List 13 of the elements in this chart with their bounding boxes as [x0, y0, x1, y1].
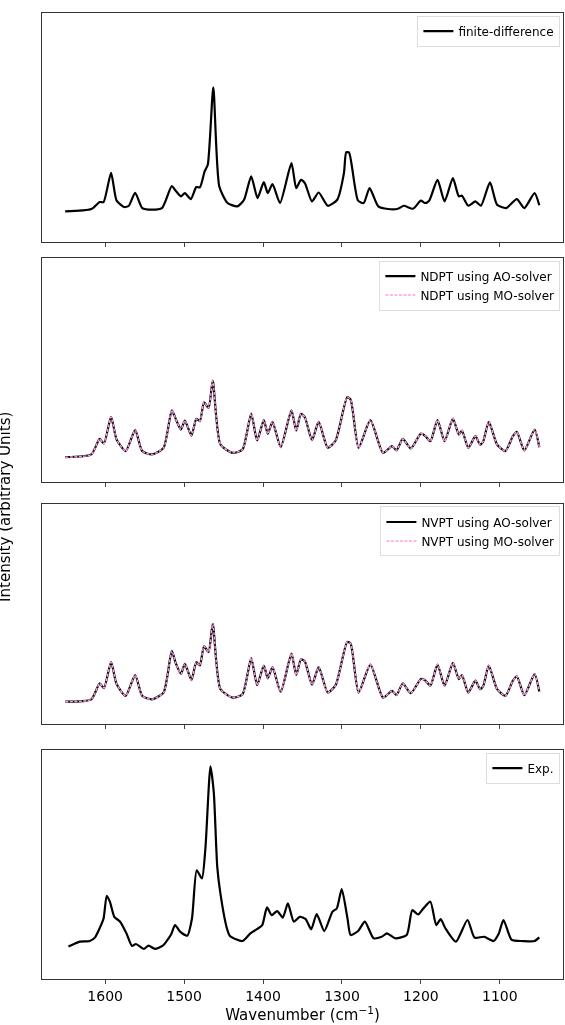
legend-label: NVPT using MO-solver: [421, 534, 555, 549]
legend-label: NVPT using AO-solver: [421, 515, 552, 530]
x-tick-label: 1400: [245, 987, 281, 1004]
x-tick-label: 1500: [166, 987, 202, 1004]
legend-label: NDPT using AO-solver: [420, 269, 552, 284]
x-tick-label: 1100: [482, 987, 518, 1004]
x-axis-title: Wavenumber (cm$^{−1}$): [225, 1003, 380, 1024]
x-tick-label: 1300: [324, 987, 360, 1004]
legend-label: NDPT using MO-solver: [420, 288, 555, 303]
legend-label: Exp.: [527, 761, 554, 776]
x-tick-label: 1600: [87, 987, 123, 1004]
legend-label: finite-difference: [458, 24, 554, 39]
x-tick-label: 1200: [403, 987, 439, 1004]
